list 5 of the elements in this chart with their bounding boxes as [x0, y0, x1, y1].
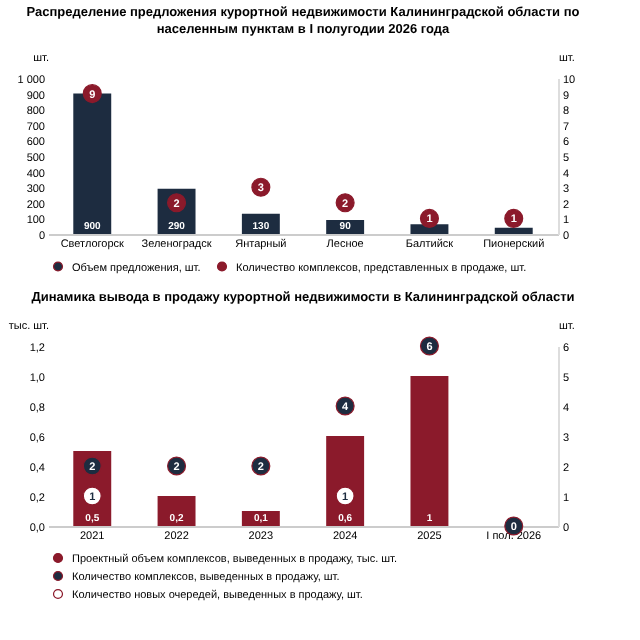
bar	[73, 93, 112, 234]
bar	[494, 227, 533, 234]
bar	[326, 436, 365, 526]
bar	[157, 496, 196, 526]
bar	[410, 376, 449, 526]
